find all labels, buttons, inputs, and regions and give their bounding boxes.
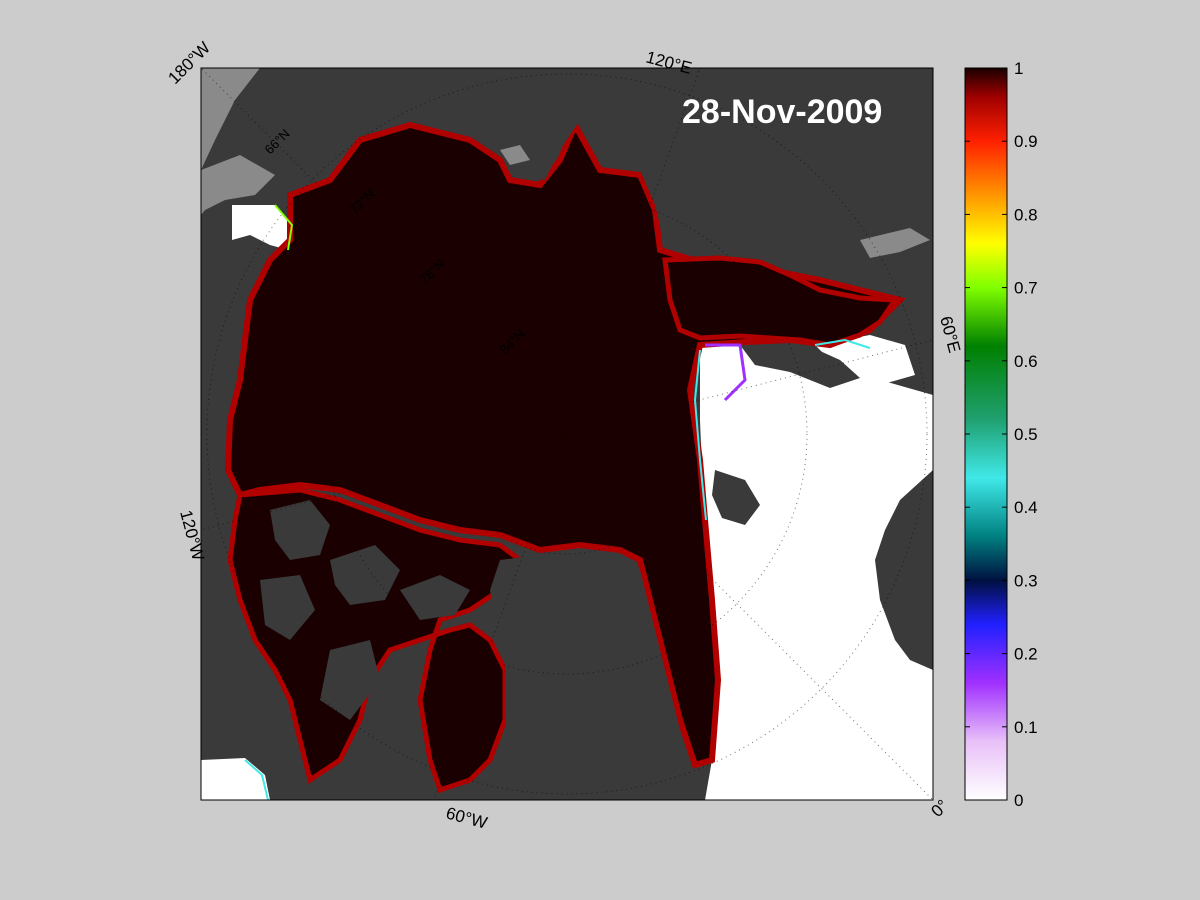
graticule	[201, 68, 933, 800]
ice-edge-fringe	[705, 343, 747, 402]
colorbar-tick-label: 0.2	[1014, 645, 1038, 664]
out-of-domain-area	[201, 155, 275, 215]
land-archipelago-islands	[260, 575, 315, 640]
land-svalbard	[712, 470, 760, 525]
map-border	[200, 67, 934, 801]
land-archipelago-islands	[270, 500, 330, 560]
open-water-kara	[815, 335, 915, 385]
land-scandinavia	[875, 470, 933, 670]
colorbar-tick-label: 0.7	[1014, 279, 1038, 298]
colorbar-tick-label: 0.4	[1014, 498, 1038, 517]
colorbar-tick-label: 0.5	[1014, 425, 1038, 444]
open-water-bering	[232, 205, 292, 250]
date-title: 28-Nov-2009	[682, 93, 882, 131]
colorbar: 0 0.1 0.2 0.3 0.4 0.5 0.6 0.7 0.8 0.9 1	[964, 59, 1038, 810]
coastal-fringe	[500, 145, 530, 165]
ice-edge-fringe	[244, 759, 269, 800]
coastal-fringe	[860, 228, 930, 258]
land-novaya-zemlya	[740, 342, 860, 388]
land-archipelago-islands	[320, 640, 380, 720]
colorbar-gradient	[964, 67, 1008, 801]
colorbar-tick-label: 0.1	[1014, 718, 1038, 737]
sea-ice-kara	[662, 255, 900, 348]
ice-edge-fringe	[274, 204, 294, 251]
land-archipelago-islands	[400, 575, 470, 620]
colorbar-ticks: 0 0.1 0.2 0.3 0.4 0.5 0.6 0.7 0.8 0.9 1	[965, 59, 1038, 810]
lon-label-60e: 60°E	[936, 314, 964, 355]
colorbar-tick-label: 0.9	[1014, 132, 1038, 151]
land-archipelago-islands	[330, 545, 400, 605]
land-greenland	[490, 550, 685, 800]
lon-label-60w: 60°W	[444, 804, 489, 833]
land-siberia	[410, 68, 933, 270]
open-water-atlantic	[700, 338, 933, 800]
colorbar-tick-label: 0.3	[1014, 571, 1038, 590]
out-of-domain-area	[201, 68, 260, 170]
colorbar-tick-label: 0.8	[1014, 205, 1038, 224]
open-water-labrador	[201, 758, 270, 800]
colorbar-tick-label: 1	[1014, 59, 1023, 78]
map-panel: 66°N 72°N 78°N 84°N 28-Nov-2009	[201, 68, 933, 800]
ice-edge-fringe	[814, 338, 871, 349]
ice-edge-fringe	[693, 349, 707, 521]
colorbar-tick-label: 0	[1014, 791, 1023, 810]
colorbar-tick-label: 0.6	[1014, 352, 1038, 371]
